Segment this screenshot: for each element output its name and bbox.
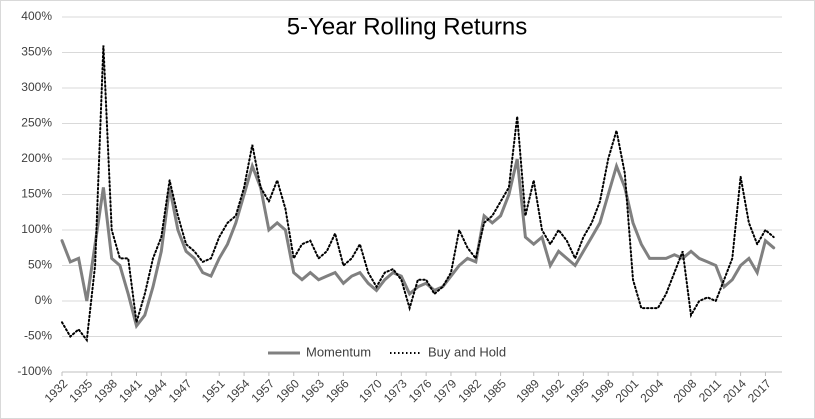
y-tick-label: 100%: [21, 222, 52, 236]
chart-title: 5-Year Rolling Returns: [287, 13, 528, 40]
series-line: [60, 158, 776, 330]
y-tick-label: 350%: [21, 45, 52, 59]
legend-label: Momentum: [306, 344, 371, 359]
legend-bg: [264, 344, 382, 362]
y-tick-label: 400%: [21, 9, 52, 23]
y-tick-label: 150%: [21, 187, 52, 201]
y-tick-label: 250%: [21, 116, 52, 130]
y-tick-label: -100%: [17, 364, 52, 378]
y-tick-label: 300%: [21, 80, 52, 94]
y-tick-label: 0%: [35, 293, 53, 307]
legend-bg: [386, 344, 551, 362]
y-tick-label: -50%: [24, 329, 52, 343]
legend-label: Buy and Hold: [428, 344, 506, 359]
y-tick-label: 200%: [21, 151, 52, 165]
series-line: [61, 45, 775, 343]
y-tick-label: 50%: [28, 258, 52, 272]
